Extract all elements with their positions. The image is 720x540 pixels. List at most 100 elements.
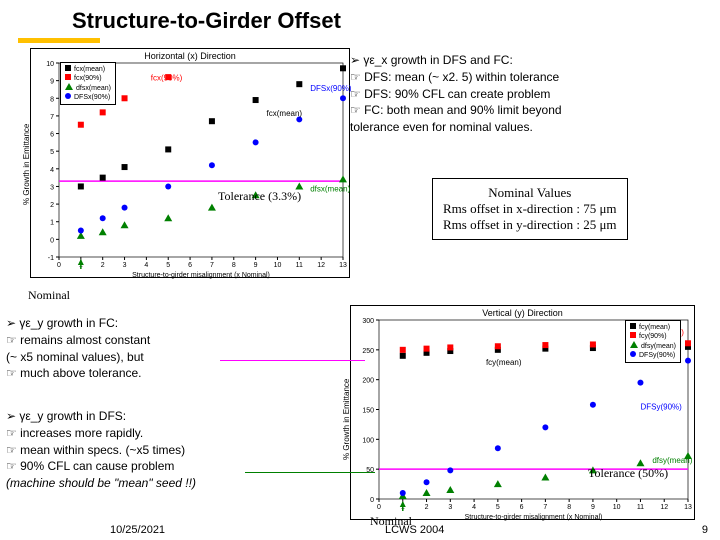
footer-date: 10/25/2021 xyxy=(110,524,165,536)
note-line: ☞ much above tolerance. xyxy=(6,365,336,382)
legend-item: fcx(90%) xyxy=(65,74,111,83)
svg-text:9: 9 xyxy=(50,79,54,86)
nominal-values-box: Nominal Values Rms offset in x-direction… xyxy=(432,178,628,240)
title-underline xyxy=(18,38,100,43)
svg-text:4: 4 xyxy=(50,167,54,174)
svg-text:5: 5 xyxy=(496,504,500,511)
svg-text:11: 11 xyxy=(296,262,303,269)
note-line: ☞ increases more rapidly. xyxy=(6,425,346,442)
svg-text:6: 6 xyxy=(50,132,54,139)
svg-text:5: 5 xyxy=(166,262,170,269)
svg-text:11: 11 xyxy=(637,504,644,511)
svg-text:3: 3 xyxy=(448,504,452,511)
svg-text:fcy(mean): fcy(mean) xyxy=(486,358,522,367)
note-line: ☞ remains almost constant xyxy=(6,332,336,349)
tolerance-left-label: Tolerance (3.3%) xyxy=(218,189,301,204)
svg-text:150: 150 xyxy=(362,408,374,415)
svg-text:4: 4 xyxy=(472,504,476,511)
svg-text:0: 0 xyxy=(370,497,374,504)
note-line: (machine should be "mean" seed !!) xyxy=(6,475,346,492)
svg-text:5: 5 xyxy=(50,149,54,156)
svg-text:1: 1 xyxy=(79,262,83,269)
note-line: ➢ γε_y growth in DFS: xyxy=(6,408,346,425)
note-line: ➢ γε_x growth in DFS and FC: xyxy=(350,52,710,69)
svg-text:13: 13 xyxy=(684,504,692,511)
note-line: ☞ FC: both mean and 90% limit beyond xyxy=(350,102,710,119)
chart-right-ylabel: % Growth in Emittance xyxy=(342,379,351,460)
nominal-box-title: Nominal Values xyxy=(443,185,617,201)
svg-text:8: 8 xyxy=(567,504,571,511)
svg-text:0: 0 xyxy=(377,504,381,511)
svg-text:9: 9 xyxy=(254,262,258,269)
svg-text:3: 3 xyxy=(123,262,127,269)
svg-text:0: 0 xyxy=(50,237,54,244)
svg-text:7: 7 xyxy=(210,262,214,269)
svg-text:Structure-to-girder misalignme: Structure-to-girder misalignment (x Nomi… xyxy=(465,514,603,521)
note-line: ☞ mean within specs. (~x5 times) xyxy=(6,442,346,459)
svg-text:6: 6 xyxy=(520,504,524,511)
svg-text:2: 2 xyxy=(425,504,429,511)
note-line: tolerance even for nominal values. xyxy=(350,119,710,136)
chart-right-title: Vertical (y) Direction xyxy=(482,308,563,318)
svg-text:7: 7 xyxy=(50,114,54,121)
nominal-label-left: Nominal xyxy=(28,288,70,303)
svg-text:50: 50 xyxy=(366,467,374,474)
svg-text:DFSx(90%): DFSx(90%) xyxy=(310,84,351,93)
svg-text:8: 8 xyxy=(232,262,236,269)
legend-item: DFSx(90%) xyxy=(65,93,111,102)
slide-title: Structure-to-Girder Offset xyxy=(72,8,341,34)
legend-item: dfsx(mean) xyxy=(65,83,111,93)
svg-text:13: 13 xyxy=(339,262,347,269)
nominal-box-line2: Rms offset in y-direction : 25 μm xyxy=(443,217,617,233)
chart-left-ylabel: % Growth in Emittance xyxy=(22,124,31,205)
svg-text:1: 1 xyxy=(50,220,54,227)
legend-item: DFSy(90%) xyxy=(630,351,676,360)
svg-text:-1: -1 xyxy=(48,255,54,262)
legend-item: fcy(mean) xyxy=(630,323,676,332)
svg-text:2: 2 xyxy=(50,202,54,209)
svg-text:8: 8 xyxy=(50,96,54,103)
svg-text:12: 12 xyxy=(660,504,668,511)
svg-text:6: 6 xyxy=(188,262,192,269)
chart-left-legend: fcx(mean)fcx(90%)dfsx(mean)DFSx(90%) xyxy=(60,62,116,105)
nominal-box-line1: Rms offset in x-direction : 75 μm xyxy=(443,201,617,217)
legend-item: fcy(90%) xyxy=(630,332,676,341)
svg-text:9: 9 xyxy=(591,504,595,511)
note-line: (~ x5 nominal values), but xyxy=(6,349,336,366)
svg-text:3: 3 xyxy=(50,184,54,191)
svg-text:0: 0 xyxy=(57,262,61,269)
footer-center: LCWS 2004 xyxy=(385,524,444,536)
notes-dfs: ➢ γε_y growth in DFS: ☞ increases more r… xyxy=(6,408,346,492)
svg-text:1: 1 xyxy=(401,504,405,511)
notes-fc: ➢ γε_y growth in FC: ☞ remains almost co… xyxy=(6,315,336,382)
legend-item: dfsy(mean) xyxy=(630,341,676,351)
connector-line xyxy=(245,472,375,473)
footer-page: 9 xyxy=(702,524,708,536)
svg-text:Structure-to-girder misalignme: Structure-to-girder misalignment (x Nomi… xyxy=(132,272,270,279)
connector-line xyxy=(220,360,365,361)
svg-text:2: 2 xyxy=(101,262,105,269)
svg-text:DFSy(90%): DFSy(90%) xyxy=(640,403,682,412)
svg-text:10: 10 xyxy=(613,504,621,511)
notes-top-right: ➢ γε_x growth in DFS and FC: ☞ DFS: mean… xyxy=(350,52,710,136)
svg-text:10: 10 xyxy=(274,262,282,269)
svg-text:4: 4 xyxy=(144,262,148,269)
svg-text:300: 300 xyxy=(362,318,374,325)
note-line: ➢ γε_y growth in FC: xyxy=(6,315,336,332)
note-line: ☞ DFS: 90% CFL can create problem xyxy=(350,86,710,103)
svg-text:fcx(90%): fcx(90%) xyxy=(151,74,183,83)
svg-text:dfsy(mean): dfsy(mean) xyxy=(652,456,692,465)
svg-text:250: 250 xyxy=(362,348,374,355)
chart-left-title: Horizontal (x) Direction xyxy=(144,51,236,61)
svg-text:12: 12 xyxy=(317,262,325,269)
svg-text:100: 100 xyxy=(362,437,374,444)
note-line: ☞ DFS: mean (~ x2. 5) within tolerance xyxy=(350,69,710,86)
legend-item: fcx(mean) xyxy=(65,65,111,74)
chart-right-legend: fcy(mean)fcy(90%)dfsy(mean)DFSy(90%) xyxy=(625,320,681,363)
svg-text:7: 7 xyxy=(543,504,547,511)
tolerance-right-label: Tolerance (50%) xyxy=(588,466,668,481)
svg-text:fcx(mean): fcx(mean) xyxy=(267,109,303,118)
svg-text:dfsx(mean): dfsx(mean) xyxy=(310,185,350,194)
svg-text:200: 200 xyxy=(362,378,374,385)
svg-text:10: 10 xyxy=(46,61,54,68)
